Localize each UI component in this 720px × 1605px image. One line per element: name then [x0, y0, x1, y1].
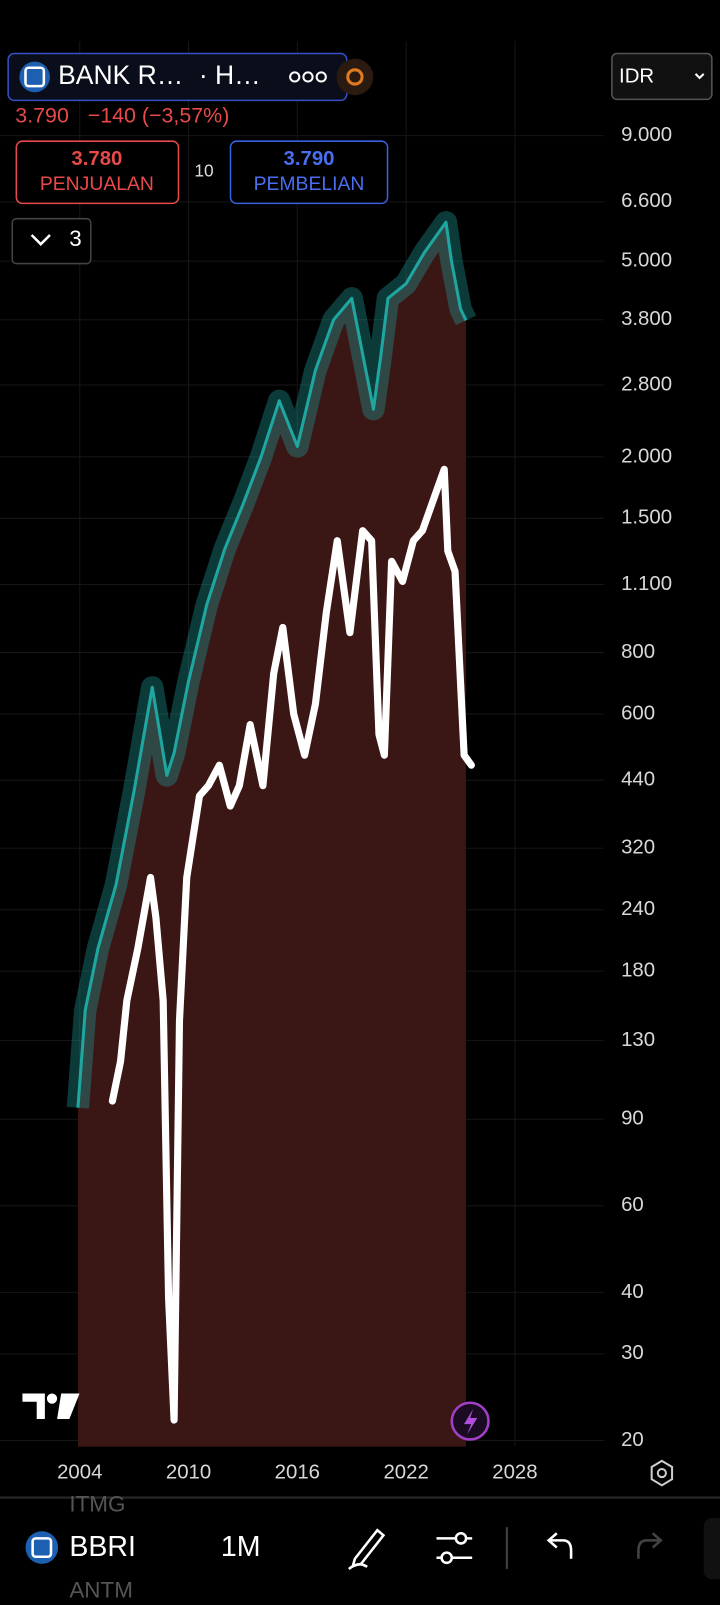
- buy-button[interactable]: [229, 140, 389, 205]
- undo[interactable]: [546, 1532, 573, 1559]
- indicator-count: 3: [69, 226, 81, 251]
- y-tick-label: 60: [621, 1194, 644, 1216]
- tv-logo: [22, 1393, 80, 1420]
- y-tick-label: 5.000: [621, 250, 672, 272]
- draw-tool[interactable]: [347, 1528, 386, 1570]
- status-badge: [336, 58, 374, 96]
- settings-dot: [656, 1467, 667, 1479]
- ticker[interactable]: BBRI: [69, 1531, 136, 1563]
- sell-label: PENJUALAN: [40, 173, 154, 195]
- y-tick-label: 30: [621, 1342, 644, 1364]
- y-tick-label: 40: [621, 1281, 644, 1303]
- x-axis: 2004 2010 2016 2022 2028: [57, 1461, 537, 1483]
- y-tick-label: 440: [621, 769, 655, 791]
- y-tick-label: 6.600: [621, 190, 672, 212]
- y-tick-label: 90: [621, 1108, 644, 1130]
- x-tick-label: 2022: [383, 1461, 428, 1483]
- sell-button[interactable]: [15, 140, 180, 205]
- interval[interactable]: 1M: [221, 1531, 261, 1563]
- ticker-logo: [25, 1531, 59, 1564]
- y-tick-label: 2.000: [621, 445, 672, 467]
- exchange-name: · H…: [199, 60, 261, 90]
- y-tick-label: 2.800: [621, 373, 672, 395]
- spread: 10: [194, 160, 213, 180]
- last-price: 3.790: [15, 103, 69, 127]
- symbol-name: BANK R…: [58, 60, 183, 90]
- plot-area: 9.000 6.600 5.000 3.800 2.800 2.000 1.500 1.100…: [0, 41, 672, 1451]
- x-tick-label: 2016: [275, 1461, 320, 1483]
- y-tick-label: 320: [621, 837, 655, 859]
- status-dot: [346, 68, 364, 86]
- x-tick-label: 2004: [57, 1461, 102, 1483]
- y-tick-label: 800: [621, 641, 655, 663]
- currency: IDR: [619, 65, 654, 87]
- y-tick-label: 180: [621, 960, 655, 982]
- buy-label: PEMBELIAN: [254, 173, 365, 195]
- indicators-tool[interactable]: [436, 1531, 473, 1565]
- price-line: [76, 220, 468, 1108]
- indicator-line: [108, 465, 475, 1424]
- sell-price: 3.780: [71, 148, 122, 170]
- y-tick-label: 1.500: [621, 507, 672, 529]
- watchlist-prev: ITMG: [69, 1492, 125, 1517]
- more-icon[interactable]: [289, 71, 327, 83]
- dropdown-icon: [694, 73, 705, 80]
- toolbar: [0, 1497, 720, 1600]
- y-tick-label: 130: [621, 1029, 655, 1051]
- y-tick-label: 3.800: [621, 308, 672, 330]
- y-tick-label: 240: [621, 898, 655, 920]
- x-tick-label: 2028: [492, 1461, 537, 1483]
- buy-price: 3.790: [284, 148, 335, 170]
- side-panel-edge[interactable]: [703, 1517, 720, 1580]
- y-tick-label: 600: [621, 702, 655, 724]
- chevron-icon: [30, 234, 51, 246]
- ticker-logo-glyph: [31, 1537, 53, 1558]
- symbol-logo: [19, 61, 50, 93]
- x-tick-label: 2010: [166, 1461, 211, 1483]
- price-change: −140 (−3,57%): [88, 103, 230, 127]
- flash-icon: [464, 1408, 478, 1435]
- y-tick-label: 9.000: [621, 124, 672, 146]
- watchlist-next: ANTM: [69, 1577, 133, 1600]
- currency-select[interactable]: [611, 52, 713, 101]
- logo-glyph: [24, 66, 46, 88]
- y-tick-label: 20: [621, 1429, 644, 1451]
- redo[interactable]: [637, 1532, 663, 1559]
- y-tick-label: 1.100: [621, 573, 672, 595]
- settings-icon[interactable]: [650, 1459, 674, 1487]
- indicators-toggle[interactable]: [11, 217, 92, 265]
